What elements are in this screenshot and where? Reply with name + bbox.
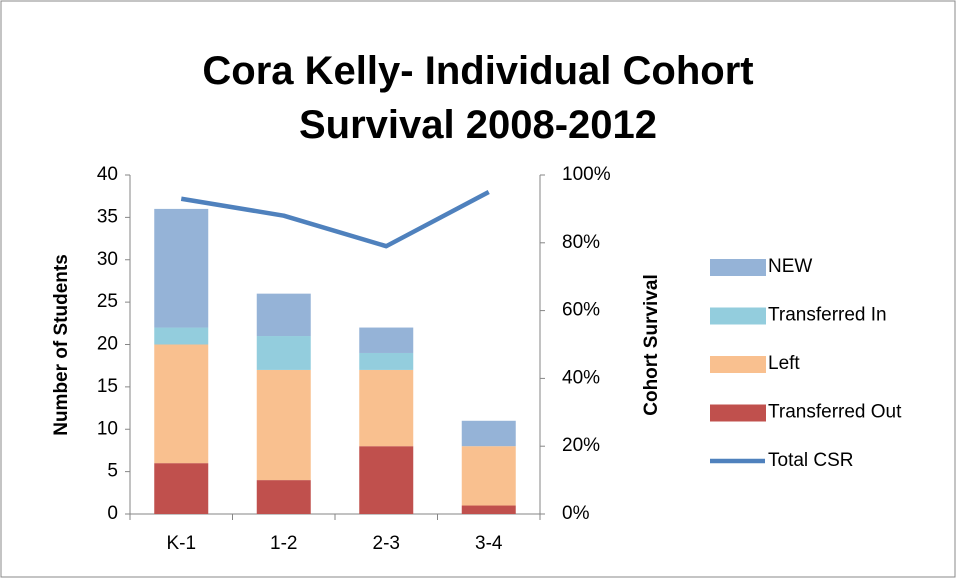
bar-segment xyxy=(256,293,311,337)
x-tick-label: 2-3 xyxy=(373,533,400,554)
legend-label: NEW xyxy=(768,256,812,277)
y2-tick-label: 80% xyxy=(562,232,600,253)
y2-tick-label: 20% xyxy=(562,435,600,456)
bar-segment xyxy=(461,446,516,506)
y2-axis-title: Cohort Survival xyxy=(641,274,662,415)
y-tick-label: 15 xyxy=(97,376,118,397)
x-tick-label: K-1 xyxy=(166,533,196,554)
bar-segment xyxy=(154,327,209,345)
bar-segment xyxy=(154,463,209,514)
bar-segment xyxy=(154,344,209,464)
legend-label: Total CSR xyxy=(768,450,854,471)
bar-segment xyxy=(359,369,414,447)
y2-tick-label: 0% xyxy=(562,503,590,524)
bar-segment xyxy=(154,208,209,328)
chart-title: Cora Kelly- Individual Cohort Survival 2… xyxy=(202,49,754,147)
y-tick-label: 5 xyxy=(107,461,118,482)
y2-tick-label: 100% xyxy=(562,164,611,185)
x-tick-label: 1-2 xyxy=(270,533,297,554)
y-tick-label: 25 xyxy=(97,291,118,312)
y-tick-label: 10 xyxy=(97,418,118,439)
legend-swatch xyxy=(710,356,766,373)
bar-segment xyxy=(256,480,311,514)
legend-label: Transferred Out xyxy=(768,402,902,423)
bar-segment xyxy=(359,446,414,514)
y-tick-label: 20 xyxy=(97,334,118,355)
bar-segment xyxy=(359,352,414,370)
y2-tick-label: 60% xyxy=(562,300,600,321)
legend-swatch xyxy=(710,404,766,422)
y-tick-label: 0 xyxy=(107,503,118,524)
line-series xyxy=(180,189,490,249)
legend-label: Transferred In xyxy=(768,305,887,326)
y-tick-label: 40 xyxy=(97,164,118,185)
y-tick-label: 30 xyxy=(97,249,118,270)
bar-segment xyxy=(256,336,311,370)
legend-swatch xyxy=(710,259,766,276)
x-tick-label: 3-4 xyxy=(475,533,503,554)
y2-tick-label: 40% xyxy=(562,367,600,388)
y-tick-label: 35 xyxy=(97,206,118,227)
legend-swatch xyxy=(710,307,766,325)
bar-segment xyxy=(256,369,311,481)
y-axis-title: Number of Students xyxy=(51,254,72,436)
bar-segment xyxy=(359,327,414,353)
legend-label: Left xyxy=(768,353,800,374)
bar-segment xyxy=(461,505,516,514)
bar-segment xyxy=(461,420,516,447)
